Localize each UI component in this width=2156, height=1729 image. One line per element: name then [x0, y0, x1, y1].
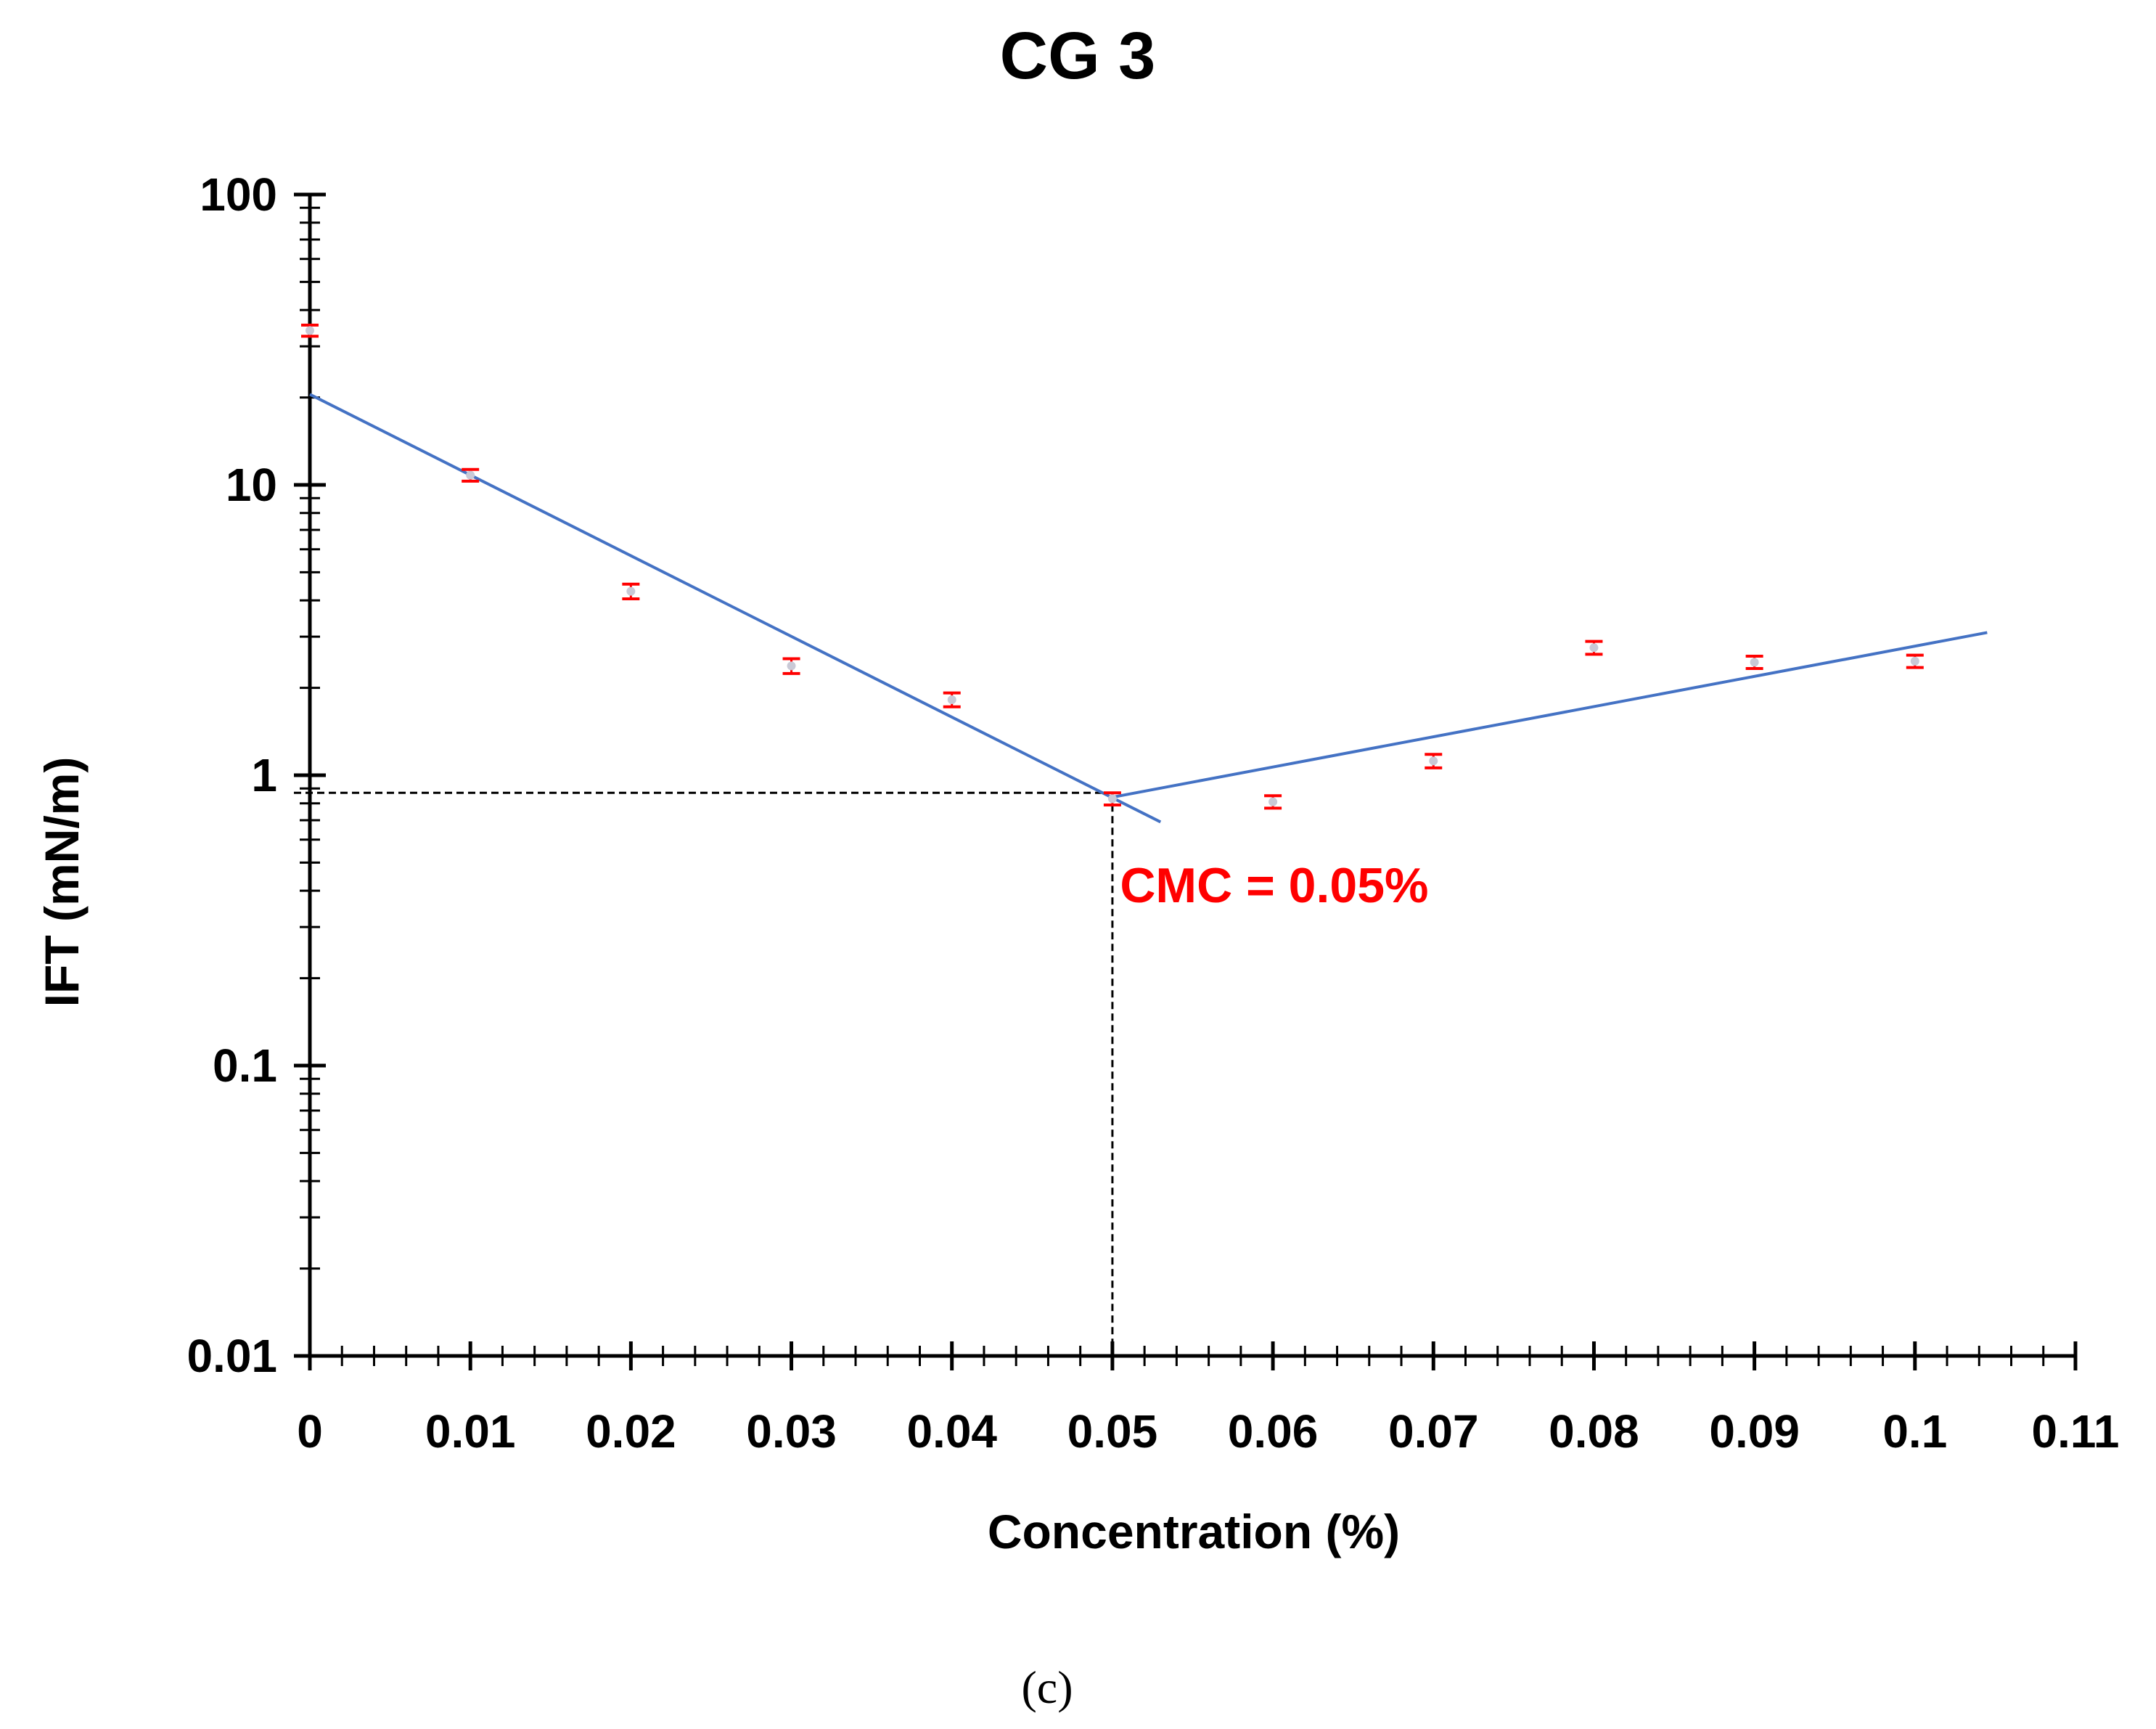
x-tick-label: 0.04	[906, 1405, 997, 1458]
data-point	[1425, 753, 1443, 769]
data-point	[462, 467, 480, 483]
point-marker	[1107, 794, 1117, 804]
data-point	[943, 691, 961, 708]
x-axis-label: Concentration (%)	[988, 1505, 1400, 1558]
point-marker	[466, 470, 475, 480]
y-axis: 0.01 0.1 1 10 100	[187, 168, 326, 1382]
point-marker	[787, 661, 796, 671]
x-tick-label: 0.11	[2031, 1405, 2119, 1458]
point-marker	[1910, 656, 1919, 666]
x-tick-label: 0.01	[425, 1405, 516, 1458]
data-point	[301, 323, 319, 338]
y-tick-label: 1	[251, 749, 277, 801]
point-marker	[1750, 658, 1759, 667]
reference-lines	[294, 791, 1114, 1356]
data-point	[622, 582, 640, 601]
y-tick-label: 10	[226, 459, 277, 511]
data-point	[1264, 794, 1282, 810]
data-point	[1585, 639, 1603, 656]
x-tick-label: 0.03	[746, 1405, 837, 1458]
data-point	[782, 657, 800, 675]
data-point	[1745, 655, 1763, 671]
x-tick-label: 0.07	[1388, 1405, 1479, 1458]
x-axis: 0 0.01 0.02 0.03 0.04 0.05 0.06 0.07 0.08 0.09 0.1…	[297, 1341, 2120, 1458]
x-tick-label: 0.09	[1709, 1405, 1800, 1458]
y-tick-label: 0.1	[213, 1039, 277, 1092]
y-tick-label: 0.01	[187, 1330, 277, 1382]
point-marker	[1589, 643, 1599, 653]
figure-caption: (c)	[1021, 1661, 1073, 1713]
point-marker	[1429, 756, 1438, 766]
trend-lines	[309, 393, 1988, 824]
data-points	[301, 323, 1924, 810]
cmc-annotation: CMC = 0.05%	[1120, 858, 1428, 913]
x-tick-label: 0.05	[1067, 1405, 1158, 1458]
annotations: CMC = 0.05%	[1120, 858, 1428, 913]
x-tick-label: 0.08	[1549, 1405, 1639, 1458]
point-marker	[947, 695, 956, 704]
point-marker	[1268, 797, 1278, 806]
chart-title: CG 3	[1000, 19, 1156, 93]
x-tick-label: 0.02	[586, 1405, 676, 1458]
y-tick-label: 100	[200, 168, 277, 221]
x-tick-label: 0.1	[1882, 1405, 1947, 1458]
point-marker	[626, 586, 636, 596]
y-axis-label: IFT (mN/m)	[35, 757, 89, 1007]
x-tick-label: 0	[297, 1405, 323, 1458]
fit-line-above-cmc	[1112, 631, 1988, 799]
point-marker	[306, 326, 314, 335]
fit-line-below-cmc	[309, 393, 1162, 824]
data-point	[1906, 653, 1924, 669]
data-point	[1103, 791, 1121, 806]
x-tick-label: 0.06	[1228, 1405, 1319, 1458]
